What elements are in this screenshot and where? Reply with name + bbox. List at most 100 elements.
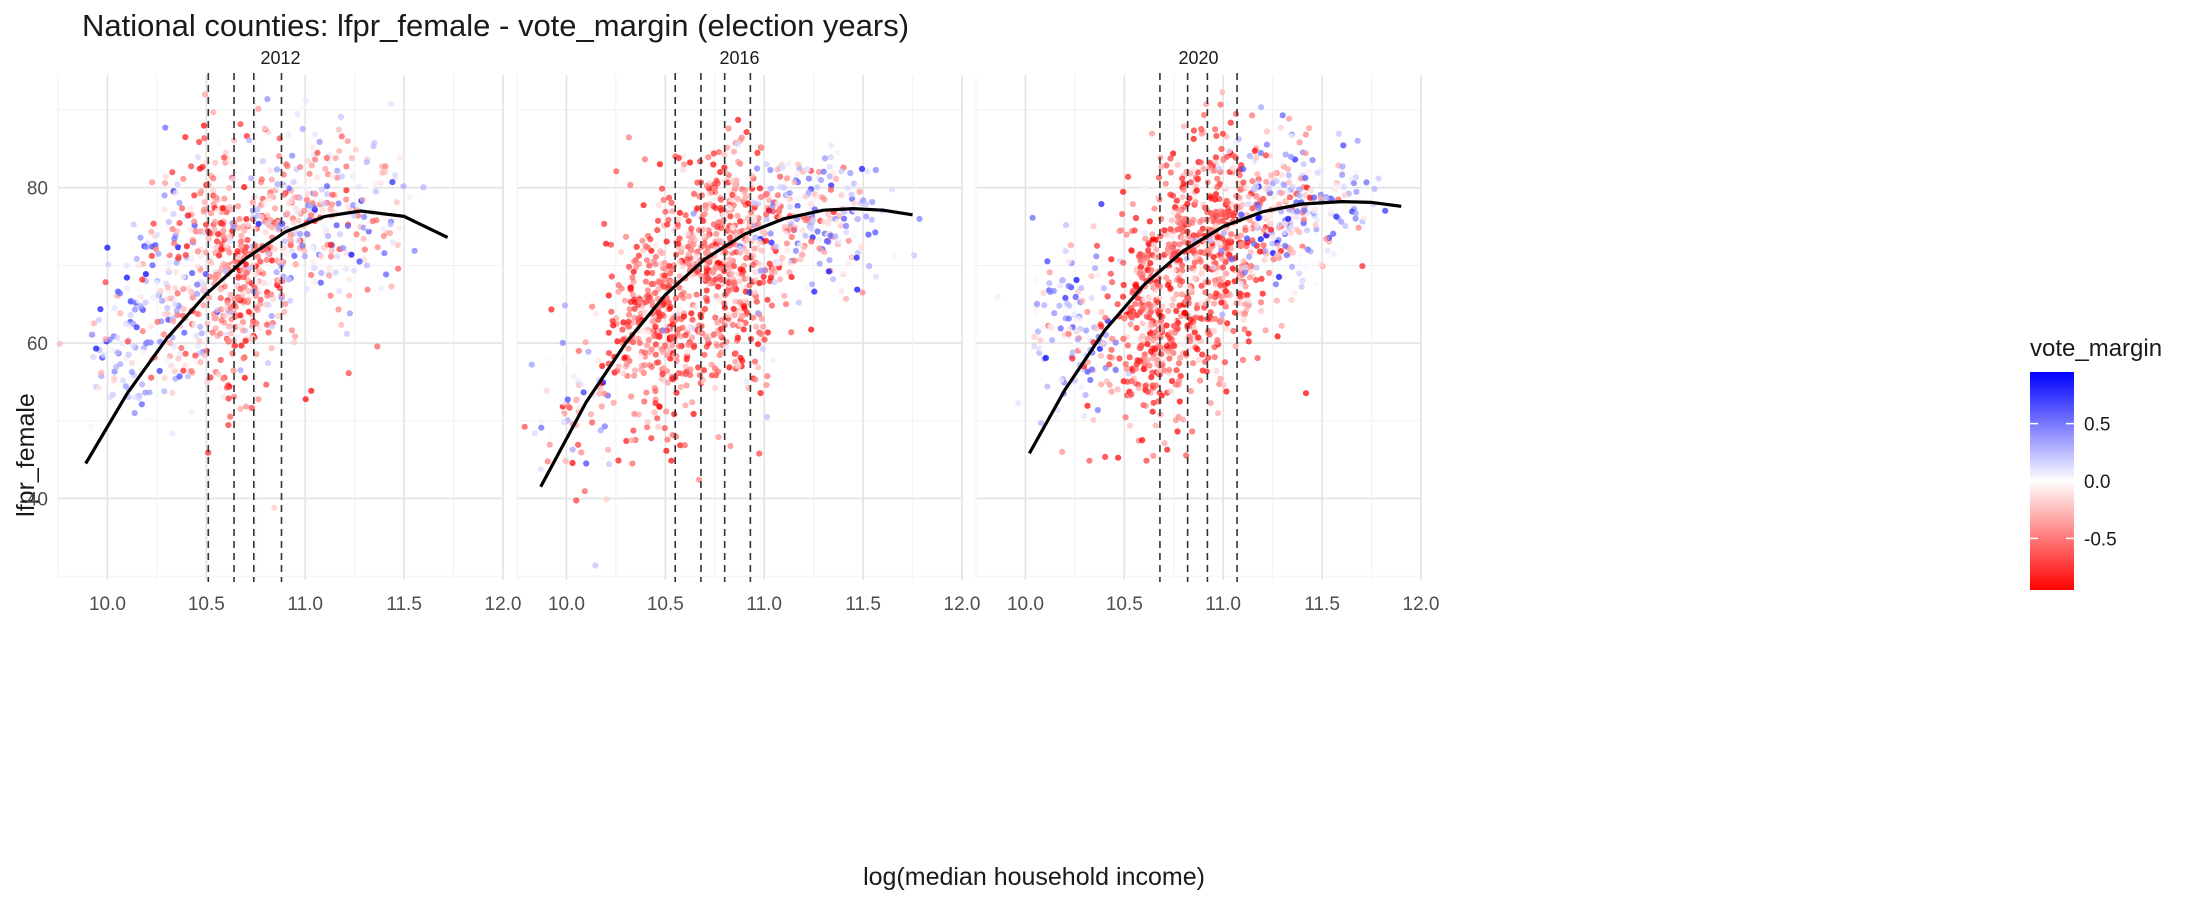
- data-point: [717, 196, 725, 203]
- data-point: [213, 238, 221, 245]
- data-point: [602, 240, 610, 247]
- data-point: [381, 250, 388, 257]
- data-point: [143, 244, 150, 251]
- data-point: [1098, 201, 1105, 208]
- data-point: [689, 316, 696, 323]
- data-point: [687, 238, 694, 245]
- data-point: [181, 329, 188, 336]
- data-point: [581, 488, 588, 495]
- data-point: [1256, 248, 1264, 255]
- data-point: [1177, 224, 1184, 231]
- data-point: [295, 237, 302, 245]
- data-point: [1112, 366, 1119, 374]
- data-point: [1280, 274, 1287, 281]
- data-point: [1120, 335, 1127, 342]
- data-point: [1277, 124, 1284, 131]
- data-point: [1201, 111, 1208, 119]
- data-point: [1161, 227, 1168, 234]
- data-point: [222, 267, 229, 274]
- data-point: [114, 334, 121, 341]
- data-point: [799, 227, 806, 234]
- data-point: [265, 280, 272, 287]
- data-point: [682, 402, 689, 409]
- data-point: [336, 231, 344, 238]
- data-point: [349, 173, 356, 180]
- data-point: [726, 364, 733, 371]
- data-point: [1062, 294, 1069, 301]
- data-point: [821, 249, 828, 256]
- data-point: [1302, 390, 1310, 397]
- data-point: [1338, 218, 1345, 225]
- data-point: [343, 187, 350, 194]
- data-point: [668, 278, 675, 285]
- data-point: [684, 230, 691, 237]
- data-point: [1306, 125, 1313, 132]
- data-point: [250, 317, 257, 325]
- data-point: [1352, 210, 1359, 217]
- data-point: [1156, 343, 1163, 351]
- data-point: [225, 422, 232, 429]
- data-point: [655, 309, 662, 316]
- data-point: [821, 196, 828, 203]
- data-point: [776, 207, 783, 214]
- data-point: [227, 291, 234, 298]
- data-point: [633, 243, 640, 250]
- data-point: [863, 213, 870, 220]
- data-point: [1210, 327, 1218, 335]
- data-point: [1173, 197, 1180, 204]
- data-point: [689, 233, 696, 240]
- data-point: [665, 299, 672, 306]
- data-point: [230, 367, 237, 374]
- data-point: [890, 253, 898, 260]
- data-point: [1136, 344, 1143, 351]
- data-point: [655, 278, 662, 285]
- data-point: [763, 190, 770, 198]
- data-point: [1228, 231, 1235, 238]
- data-point: [1257, 149, 1264, 157]
- data-point: [1311, 194, 1318, 201]
- x-tick-label: 11.0: [1205, 594, 1241, 615]
- data-point: [1286, 179, 1293, 186]
- data-point: [641, 398, 648, 405]
- data-point: [840, 215, 848, 222]
- data-point: [237, 405, 244, 412]
- data-point: [204, 379, 211, 386]
- data-point: [226, 249, 233, 256]
- data-point: [596, 390, 603, 397]
- data-point: [865, 231, 872, 238]
- data-point: [215, 174, 222, 181]
- data-point: [1254, 193, 1261, 201]
- data-point: [575, 347, 582, 354]
- data-point: [1087, 376, 1094, 384]
- data-point: [729, 321, 736, 328]
- data-point: [301, 253, 308, 260]
- data-point: [146, 384, 153, 391]
- data-point: [248, 175, 255, 182]
- data-point: [800, 244, 807, 251]
- data-point: [374, 343, 381, 350]
- data-point: [286, 235, 293, 242]
- data-point: [712, 205, 719, 212]
- data-point: [156, 367, 163, 375]
- data-point: [189, 294, 196, 301]
- data-point: [531, 430, 538, 437]
- data-point: [683, 382, 690, 389]
- data-point: [266, 192, 273, 199]
- data-point: [379, 169, 386, 176]
- data-point: [327, 253, 335, 260]
- data-point: [1168, 217, 1175, 224]
- data-point: [1359, 263, 1366, 270]
- data-point: [625, 134, 633, 141]
- data-point: [1306, 258, 1313, 266]
- data-point: [109, 347, 116, 354]
- data-point: [1183, 168, 1190, 175]
- data-point: [1195, 356, 1202, 364]
- data-point: [215, 371, 222, 378]
- data-point: [1122, 361, 1129, 368]
- data-point: [1066, 325, 1073, 332]
- data-point: [1141, 296, 1148, 304]
- data-point: [562, 457, 569, 465]
- data-point: [117, 290, 124, 297]
- data-point: [1106, 381, 1113, 388]
- data-point: [720, 211, 727, 218]
